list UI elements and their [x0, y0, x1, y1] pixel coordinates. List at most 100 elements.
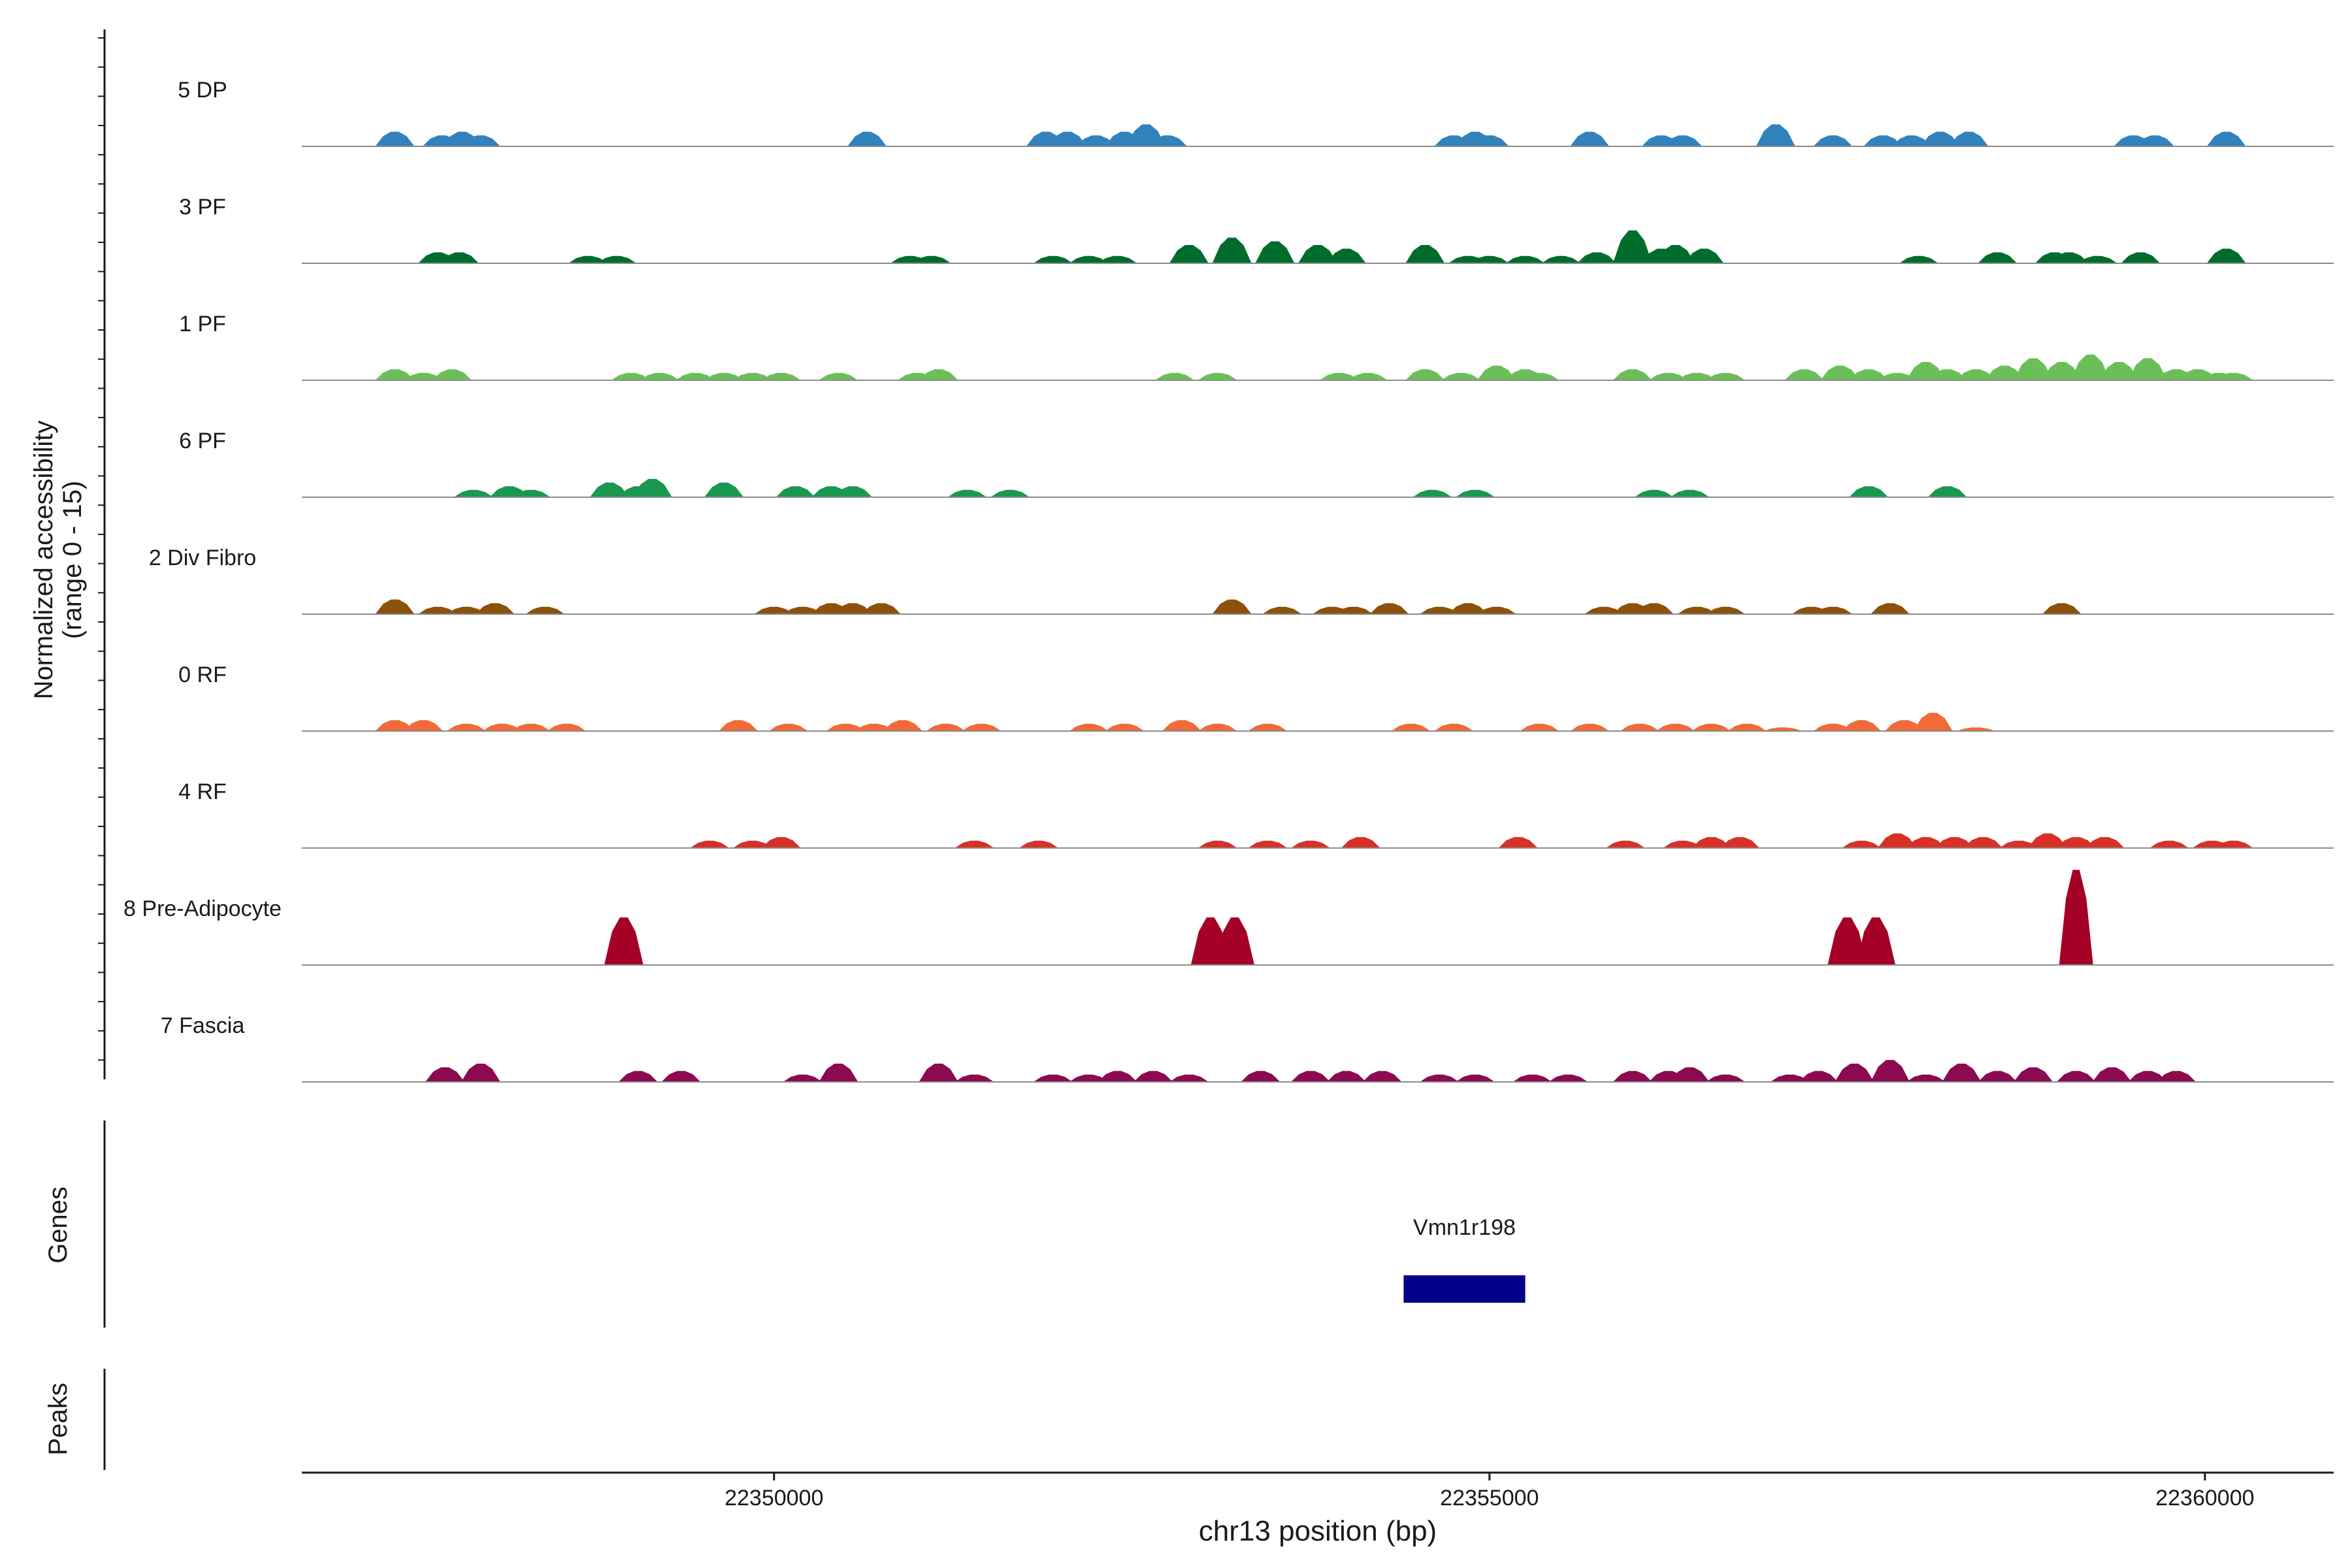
coverage-peak [833, 486, 873, 497]
coverage-peak [482, 723, 522, 731]
coverage-peak [1169, 245, 1209, 263]
coverage-peak [525, 606, 565, 614]
coverage-peak [1648, 372, 1688, 380]
coverage-peak [1498, 837, 1538, 848]
coverage-peak [547, 723, 587, 731]
coverage-peak [1570, 723, 1610, 731]
coverage-peak [1835, 1064, 1874, 1082]
coverage-peak [919, 369, 958, 380]
coverage-peak [2014, 358, 2053, 380]
coverage-peak [375, 599, 415, 614]
coverage-peak [461, 1064, 500, 1082]
coverage-peak [1878, 372, 1918, 380]
coverage-peak [418, 606, 458, 614]
coverage-peak [1634, 603, 1674, 614]
track-label: 6 PF [179, 429, 226, 453]
coverage-peak [2092, 1067, 2132, 1082]
coverage-peak [1248, 723, 1288, 731]
coverage-peak [1663, 840, 1703, 848]
coverage-peak [1520, 723, 1560, 731]
coverage-peak [1670, 1067, 1710, 1082]
coverage-peak [1878, 833, 1918, 848]
coverage-peak [1019, 840, 1058, 848]
coverage-peak [1212, 599, 1252, 614]
coverage-peak [819, 372, 858, 380]
coverage-peak [1577, 252, 1617, 263]
track-1-pf: 1 PF [179, 312, 2334, 381]
coverage-peak [375, 720, 415, 731]
coverage-peak [1670, 489, 1710, 497]
coverage-peak [1634, 489, 1674, 497]
peaks-label: Peaks [44, 1382, 73, 1455]
coverage-peak [955, 1074, 994, 1082]
coverage-peak [1677, 372, 1717, 380]
y-axis-title-line2: (range 0 - 15) [58, 481, 87, 639]
coverage-peak [1248, 840, 1288, 848]
coverage-peak [1927, 486, 1967, 497]
coverage-peak [1477, 365, 1516, 380]
coverage-tracks: 5 DP 3 PF 1 PF 6 PF 2 Div Fibro 0 RF 4 RF 8 Pre… [123, 78, 2334, 1083]
x-axis-ticks: 22350000 22355000 22360000 [725, 1473, 2255, 1511]
coverage-peak [761, 372, 801, 380]
coverage-peak [1215, 917, 1254, 965]
coverage-peak [1756, 124, 1795, 146]
x-tick-label: 22350000 [725, 1486, 823, 1511]
coverage-peak [1684, 248, 1724, 263]
coverage-peak [2121, 252, 2161, 263]
coverage-peak [1198, 372, 1237, 380]
coverage-peak [732, 840, 772, 848]
coverage-peak [1291, 1071, 1331, 1082]
coverage-peak [919, 1064, 958, 1082]
coverage-peak [461, 135, 500, 146]
coverage-peak [819, 1064, 858, 1082]
coverage-peak [1262, 606, 1302, 614]
coverage-peak [1333, 606, 1373, 614]
coverage-peak [511, 723, 551, 731]
coverage-peak [1548, 1074, 1588, 1082]
coverage-peak [375, 131, 415, 146]
coverage-peak [446, 606, 486, 614]
coverage-peak [1154, 372, 1194, 380]
coverage-peak [1391, 723, 1431, 731]
coverage-peak [1033, 1074, 1073, 1082]
coverage-peak [1813, 723, 1853, 731]
coverage-peak [1198, 840, 1237, 848]
coverage-peak [776, 486, 815, 497]
coverage-peak [1956, 369, 1996, 380]
coverage-peak [1663, 135, 1703, 146]
coverage-peak [1842, 720, 1882, 731]
coverage-peak [1870, 603, 1910, 614]
coverage-peak [439, 252, 479, 263]
track-label: 5 DP [178, 78, 227, 103]
coverage-peak [768, 723, 808, 731]
coverage-peak [2206, 248, 2246, 263]
x-tick-label: 22360000 [2155, 1486, 2254, 1511]
coverage-peak [947, 489, 987, 497]
coverage-peak [1341, 837, 1380, 848]
coverage-peak [2014, 1067, 2053, 1082]
coverage-peak [1720, 837, 1760, 848]
coverage-peak [1162, 720, 1201, 731]
coverage-peak [1413, 489, 1452, 497]
coverage-peak [962, 723, 1002, 731]
coverage-peak [2135, 135, 2175, 146]
gene-label: Vmn1r198 [1413, 1215, 1516, 1240]
coverage-peak [1656, 723, 1695, 731]
coverage-peak [2049, 252, 2089, 263]
coverage-peak [1441, 372, 1481, 380]
coverage-peak [2056, 837, 2096, 848]
coverage-peak [990, 489, 1030, 497]
track-6-pf: 6 PF [179, 429, 2334, 498]
coverage-peak [2128, 1071, 2168, 1082]
coverage-peak [2213, 840, 2253, 848]
coverage-peak [1448, 603, 1488, 614]
coverage-peak [847, 131, 887, 146]
track-label: 4 RF [178, 779, 227, 804]
coverage-peak [1706, 606, 1746, 614]
coverage-peak [1784, 369, 1824, 380]
coverage-peak [1605, 840, 1645, 848]
coverage-peak [1927, 369, 1967, 380]
coverage-peak [1656, 245, 1695, 263]
coverage-peak [1420, 606, 1460, 614]
track-4-rf: 4 RF [178, 779, 2334, 849]
